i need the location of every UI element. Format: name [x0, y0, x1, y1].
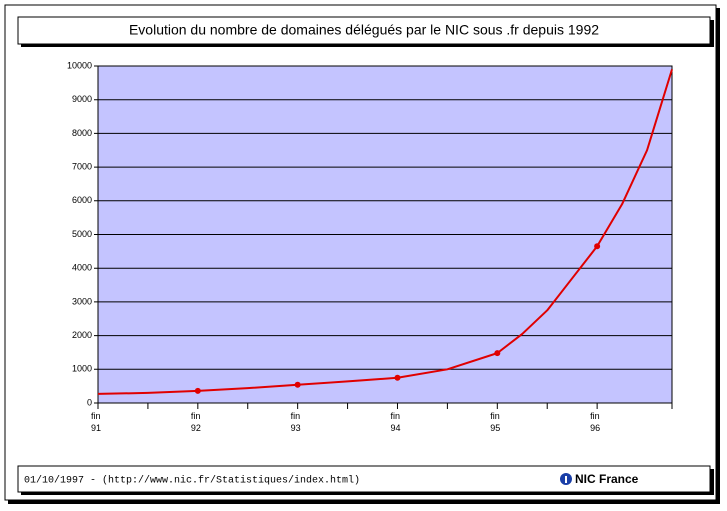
x-tick-label: fin 95	[490, 411, 501, 433]
y-tick-label: 1000	[72, 364, 92, 374]
data-point	[494, 350, 501, 357]
y-tick-label: 6000	[72, 195, 92, 205]
y-tick-label: 0	[87, 397, 92, 407]
y-tick-label: 7000	[72, 161, 92, 171]
x-tick-label: fin 96	[590, 411, 601, 433]
y-tick-label: 8000	[72, 128, 92, 138]
y-tick-label: 10000	[67, 60, 92, 70]
logo-icon-i	[565, 476, 567, 483]
y-tick-label: 4000	[72, 263, 92, 273]
logo-text: NIC France	[575, 472, 639, 486]
data-point	[294, 381, 301, 388]
chart-title: Evolution du nombre de domaines délégués…	[129, 22, 599, 38]
x-tick-label: fin 93	[290, 411, 301, 433]
title-box	[17, 16, 711, 45]
x-tick-label: fin 94	[390, 411, 401, 433]
y-tick-label: 2000	[72, 330, 92, 340]
y-tick-label: 3000	[72, 296, 92, 306]
footer-source: 01/10/1997 - (http://www.nic.fr/Statisti…	[24, 475, 360, 487]
data-point	[594, 243, 601, 250]
x-tick-label: fin 92	[190, 411, 201, 433]
y-tick-label: 9000	[72, 94, 92, 104]
data-line	[97, 69, 673, 395]
data-point	[394, 374, 401, 381]
data-point	[194, 387, 201, 394]
x-tick-label: fin 91	[91, 411, 102, 433]
footer-box	[17, 465, 711, 493]
y-tick-label: 5000	[72, 229, 92, 239]
